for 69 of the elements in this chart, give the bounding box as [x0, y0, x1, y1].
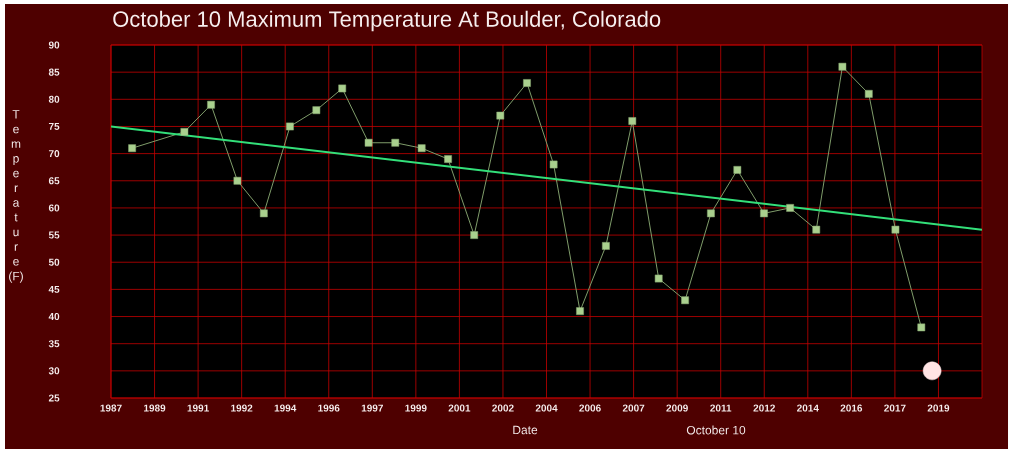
point [654, 274, 663, 283]
chart-title: October 10 Maximum Temperature At Boulder, Colorado [113, 10, 661, 32]
x-tick-label: 2006 [579, 404, 601, 412]
point [286, 122, 294, 131]
y-tick-label: 55 [48, 231, 60, 239]
x-tick-label: 2011 [710, 404, 732, 412]
point [681, 296, 689, 305]
point [786, 204, 794, 212]
x-tick-label: 2017 [884, 404, 906, 412]
x-axis-title: Date [513, 425, 538, 435]
point [364, 138, 373, 147]
point [233, 176, 242, 185]
x-tick-label: 2016 [840, 404, 863, 412]
point [812, 225, 821, 234]
point [207, 100, 215, 109]
point [444, 155, 452, 163]
text: October 10 [686, 425, 746, 435]
x-tick-label: 1999 [405, 404, 427, 412]
x-tick-label: 2007 [622, 404, 645, 412]
x-tick-label: 1987 [100, 404, 122, 412]
y-tick-label: 25 [48, 394, 60, 402]
x-tick-label: 2002 [492, 404, 514, 412]
point [917, 323, 926, 332]
point [523, 79, 531, 87]
point [891, 225, 900, 234]
y-tick-label: 75 [48, 122, 60, 130]
y-tick-label: 35 [48, 340, 60, 348]
point [707, 209, 715, 218]
x-tick-label: 1994 [274, 404, 297, 412]
y-tick-label: 40 [48, 313, 60, 321]
point [259, 209, 268, 218]
point [760, 209, 768, 218]
point [864, 90, 873, 98]
x-tick-label: 1996 [318, 404, 340, 412]
x-tick-label: 2001 [448, 404, 471, 412]
point [391, 138, 400, 147]
point [602, 242, 610, 250]
text: Temperature (F) [9, 110, 23, 283]
point [470, 231, 479, 239]
y-tick-label: 50 [48, 258, 60, 266]
y-tick-label: 30 [48, 367, 60, 375]
y-tick-label: 45 [48, 285, 60, 293]
y-tick-label: 65 [48, 177, 60, 185]
point [628, 117, 637, 125]
point [549, 160, 558, 169]
x-tick-label: 1997 [361, 404, 383, 412]
point [417, 144, 426, 153]
point [922, 361, 942, 381]
y-tick-label: 80 [48, 95, 60, 103]
y-tick-label: 60 [48, 204, 60, 212]
y-tick-label: 70 [48, 150, 60, 158]
x-tick-label: 2012 [753, 404, 775, 412]
x-tick-label: 1991 [187, 404, 209, 412]
x-tick-label: 2019 [927, 404, 950, 412]
y-tick-label: 85 [48, 68, 60, 76]
x-tick-label: 1992 [231, 404, 253, 412]
point [496, 111, 505, 120]
x-tick-label: 2009 [666, 404, 688, 412]
x-tick-label: 2004 [535, 404, 558, 412]
x-tick-label: 1989 [144, 404, 166, 412]
point [733, 166, 742, 174]
point [338, 84, 347, 93]
point [180, 128, 189, 136]
point [838, 62, 847, 71]
y-tick-label: 90 [48, 41, 60, 49]
x-tick-label: 2014 [797, 404, 819, 412]
point [312, 106, 321, 115]
point [576, 307, 584, 315]
point [128, 144, 136, 153]
